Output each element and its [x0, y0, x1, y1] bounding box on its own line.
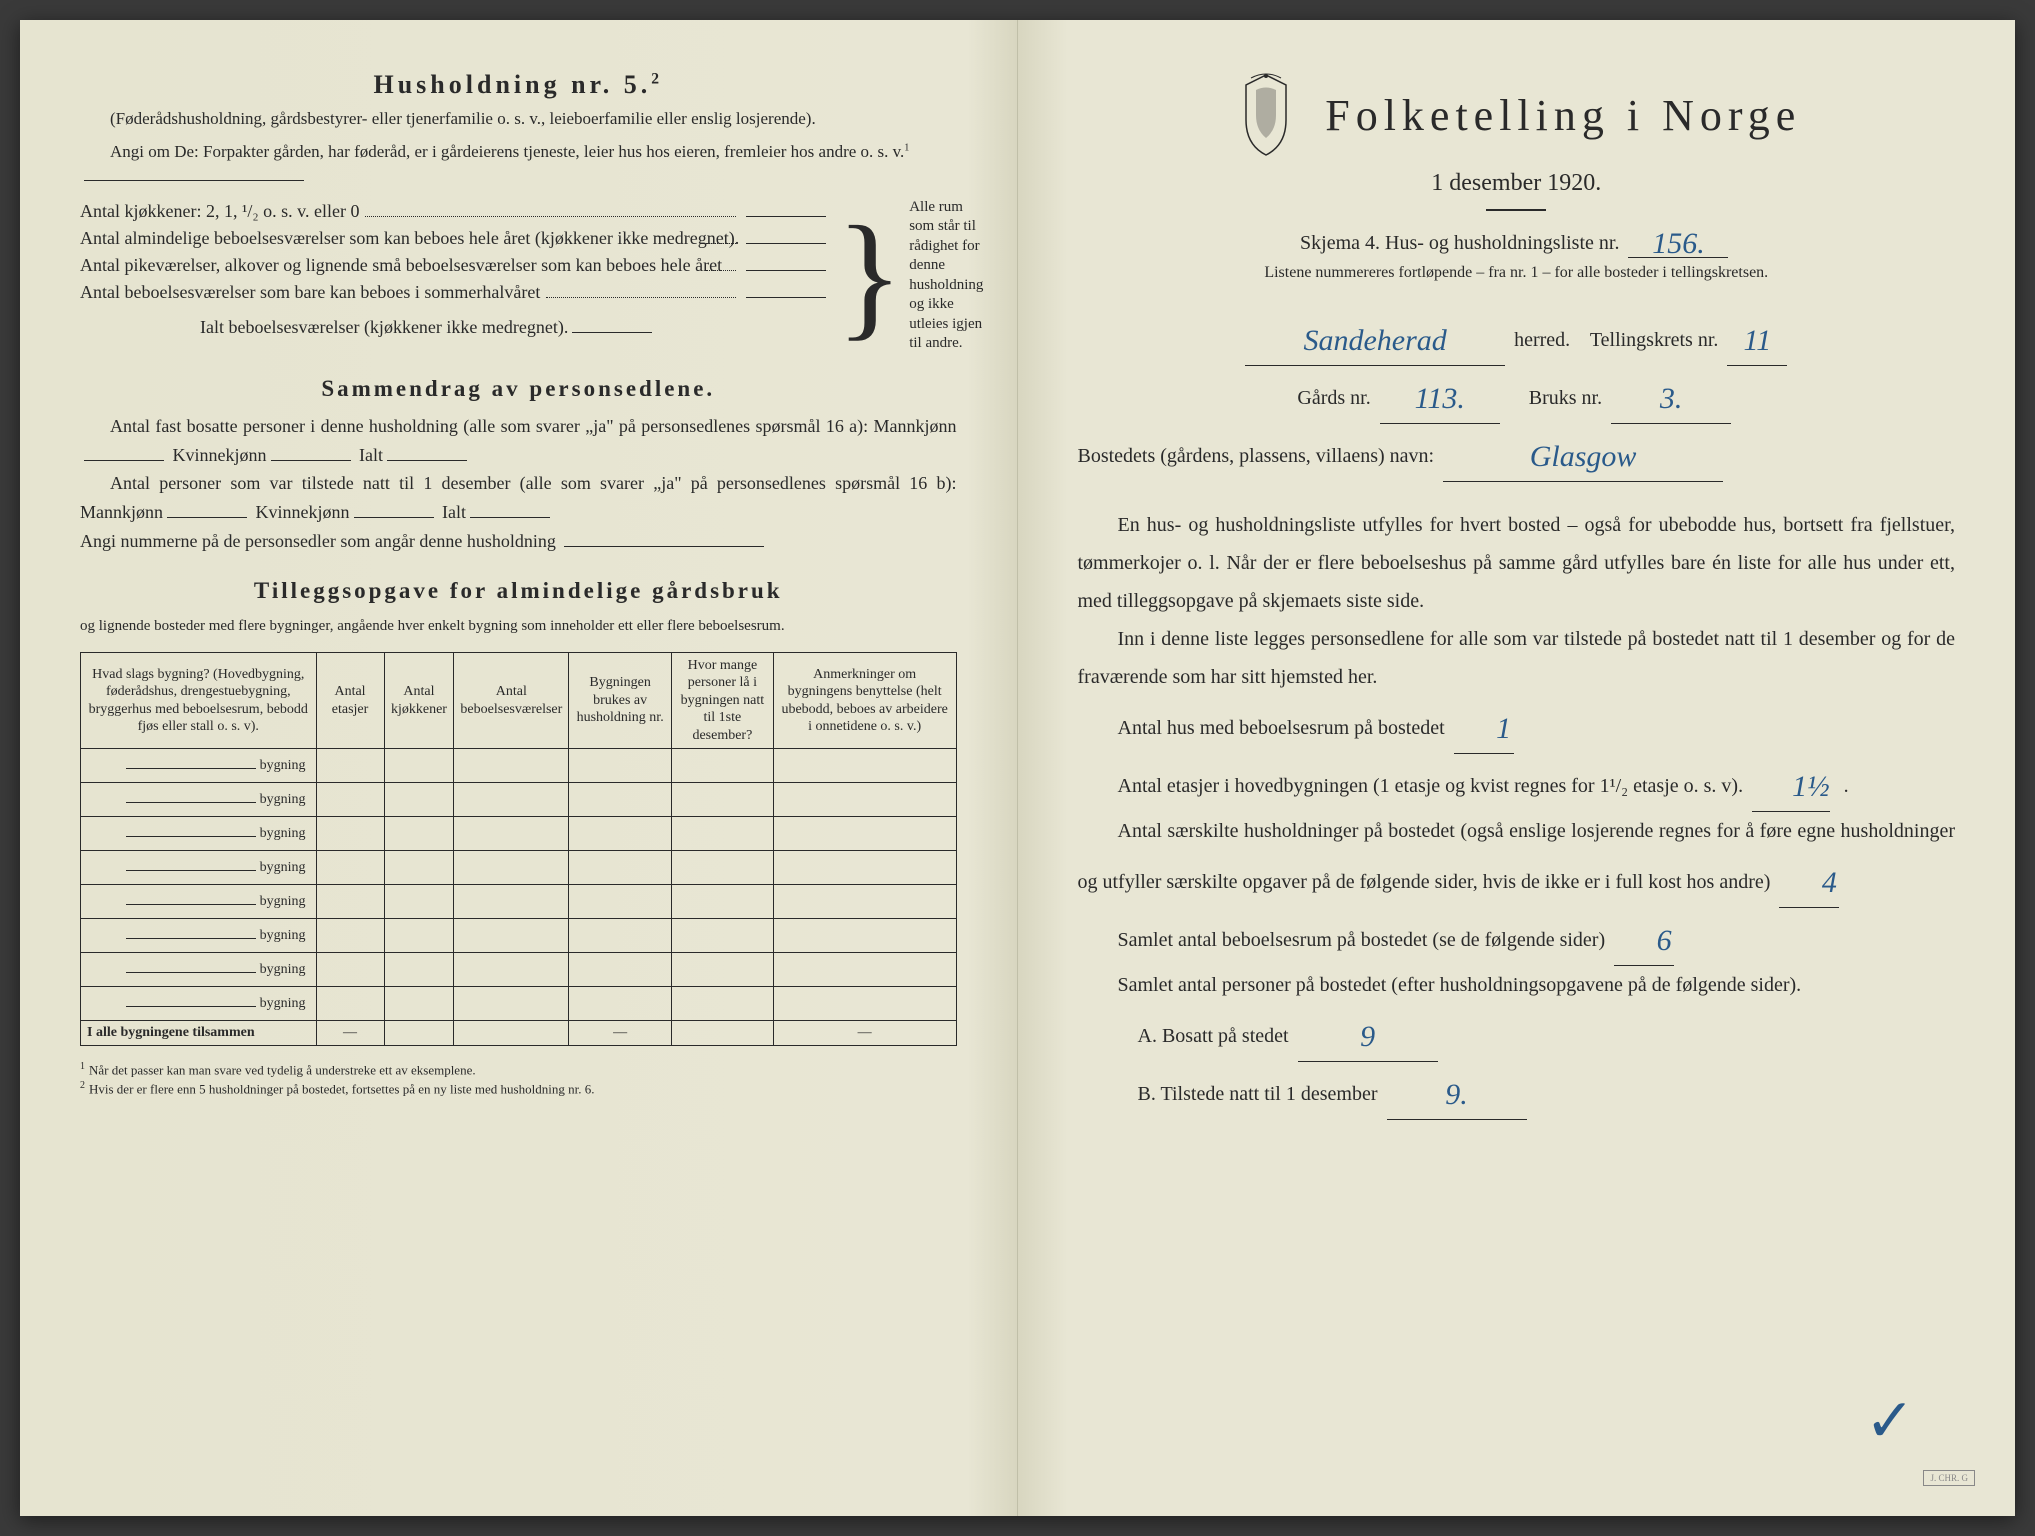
herred-line: Sandeherad herred. Tellingskrets nr. 11 [1078, 308, 1956, 366]
q4: Samlet antal beboelsesrum på bostedet (s… [1078, 908, 1956, 966]
intro-paren: (Føderådshusholdning, gårdsbestyrer- ell… [80, 108, 957, 131]
bruks-field: 3. [1611, 366, 1731, 424]
right-page: Folketelling i Norge 1 desember 1920. Sk… [1018, 20, 2016, 1516]
q1-field: 1 [1454, 696, 1514, 754]
bygning-cell: bygning [81, 749, 317, 783]
kitchen-lines: Antal kjøkkener: 2, 1, ¹/₂ o. s. v. elle… [80, 198, 830, 354]
building-table: Hvad slags bygning? (Hovedbygning, føder… [80, 652, 957, 1047]
section2-line2: Antal personer som var tilstede natt til… [80, 469, 957, 527]
bygning-cell: bygning [81, 987, 317, 1021]
main-title: Folketelling i Norge [1325, 90, 1801, 141]
left-page: Husholdning nr. 5.2 (Føderådshusholdning… [20, 20, 1018, 1516]
divider [1486, 209, 1546, 211]
footnote-2: 2Hvis der er flere enn 5 husholdninger p… [80, 1079, 957, 1098]
qB-field: 9. [1387, 1062, 1527, 1120]
table-row: bygning [81, 749, 957, 783]
heading-sup: 2 [651, 70, 663, 87]
para2: Inn i denne liste legges personsedlene f… [1078, 620, 1956, 696]
bygning-cell: bygning [81, 783, 317, 817]
section3-sub: og lignende bosteder med flere bygninger… [80, 614, 957, 638]
coat-of-arms-icon [1231, 70, 1301, 160]
section2-line1: Antal fast bosatte personer i denne hush… [80, 412, 957, 470]
bosted-field: Glasgow [1443, 424, 1723, 482]
table-row: bygning [81, 885, 957, 919]
th-0: Hvad slags bygning? (Hovedbygning, føder… [81, 652, 317, 749]
skjema-sub: Listene nummereres fortløpende – fra nr.… [1078, 264, 1956, 282]
table-row: bygning [81, 783, 957, 817]
bygning-cell: bygning [81, 953, 317, 987]
telling-field: 11 [1727, 308, 1787, 366]
intro-line: Angi om De: Forpakter gården, har føderå… [80, 141, 957, 188]
footnote-1: 1Når det passer kan man svare ved tydeli… [80, 1060, 957, 1079]
q2-field: 1½ [1752, 754, 1830, 812]
q4-field: 6 [1614, 908, 1674, 966]
qA: A. Bosatt på stedet 9 [1078, 1004, 1956, 1062]
household-heading: Husholdning nr. 5.2 [80, 70, 957, 100]
th-5: Hvor mange personer lå i bygningen natt … [672, 652, 774, 749]
kitchen-line-3: Antal beboelsesværelser som bare kan beb… [80, 279, 830, 306]
skjema-line: Skjema 4. Hus- og husholdningsliste nr. … [1078, 223, 1956, 258]
kitchen-line-0: Antal kjøkkener: 2, 1, ¹/₂ o. s. v. elle… [80, 198, 830, 225]
table-row: bygning [81, 987, 957, 1021]
bygning-cell: bygning [81, 851, 317, 885]
q3: Antal særskilte husholdninger på bostede… [1078, 812, 1956, 908]
intro-blank [84, 164, 304, 181]
table-row: bygning [81, 953, 957, 987]
herred-field: Sandeherad [1245, 308, 1505, 366]
kitchen-line-2: Antal pikeværelser, alkover og lignende … [80, 252, 830, 279]
th-6: Anmerkninger om bygningens benyttelse (h… [773, 652, 956, 749]
bygning-cell: bygning [81, 885, 317, 919]
checkmark-icon: ✓ [1865, 1386, 1915, 1456]
q1: Antal hus med beboelsesrum på bostedet 1 [1078, 696, 1956, 754]
section2-line3: Angi nummerne på de personsedler som ang… [80, 527, 957, 556]
th-2: Antal kjøkkener [384, 652, 454, 749]
qA-field: 9 [1298, 1004, 1438, 1062]
kitchen-line-1: Antal almindelige beboelsesværelser som … [80, 225, 830, 252]
table-body: bygningbygningbygningbygningbygningbygni… [81, 749, 957, 1021]
table-footer-row: I alle bygningene tilsammen ——— [81, 1021, 957, 1046]
gards-line: Gårds nr. 113. Bruks nr. 3. [1078, 366, 1956, 424]
footnotes: 1Når det passer kan man svare ved tydeli… [80, 1060, 957, 1098]
bosted-line: Bostedets (gårdens, plassens, villaens) … [1078, 424, 1956, 482]
form-body: Sandeherad herred. Tellingskrets nr. 11 … [1078, 308, 1956, 1120]
th-1: Antal etasjer [316, 652, 384, 749]
table-footer-label: I alle bygningene tilsammen [81, 1021, 317, 1046]
bygning-cell: bygning [81, 817, 317, 851]
gards-field: 113. [1380, 366, 1500, 424]
section3-title: Tilleggsopgave for almindelige gårdsbruk [80, 578, 957, 604]
section2-title: Sammendrag av personsedlene. [80, 376, 957, 402]
printer-stamp: J. CHR. G [1923, 1470, 1975, 1486]
heading-text: Husholdning nr. 5. [374, 70, 652, 99]
bracket-note: Alle rum som står til rådighet for denne… [909, 198, 983, 354]
ialt-line: Ialt beboelsesværelser (kjøkkener ikke m… [80, 314, 830, 341]
table-row: bygning [81, 817, 957, 851]
skjema-nr-field: 156. [1628, 223, 1728, 258]
para1: En hus- og husholdningsliste utfylles fo… [1078, 506, 1956, 620]
q2: Antal etasjer i hovedbygningen (1 etasje… [1078, 754, 1956, 812]
date-line: 1 desember 1920. [1078, 170, 1956, 197]
bygning-cell: bygning [81, 919, 317, 953]
qB: B. Tilstede natt til 1 desember 9. [1078, 1062, 1956, 1120]
table-row: bygning [81, 919, 957, 953]
kitchen-bracket-group: Antal kjøkkener: 2, 1, ¹/₂ o. s. v. elle… [80, 198, 957, 354]
document-spread: Husholdning nr. 5.2 (Føderådshusholdning… [20, 20, 2015, 1516]
th-4: Bygningen brukes av husholdning nr. [569, 652, 672, 749]
title-block: Folketelling i Norge [1078, 70, 1956, 160]
brace-icon: } [836, 216, 903, 335]
table-header-row: Hvad slags bygning? (Hovedbygning, føder… [81, 652, 957, 749]
q5-label: Samlet antal personer på bostedet (efter… [1078, 966, 1956, 1004]
th-3: Antal beboelsesværelser [454, 652, 569, 749]
q3-field: 4 [1779, 850, 1839, 908]
table-row: bygning [81, 851, 957, 885]
